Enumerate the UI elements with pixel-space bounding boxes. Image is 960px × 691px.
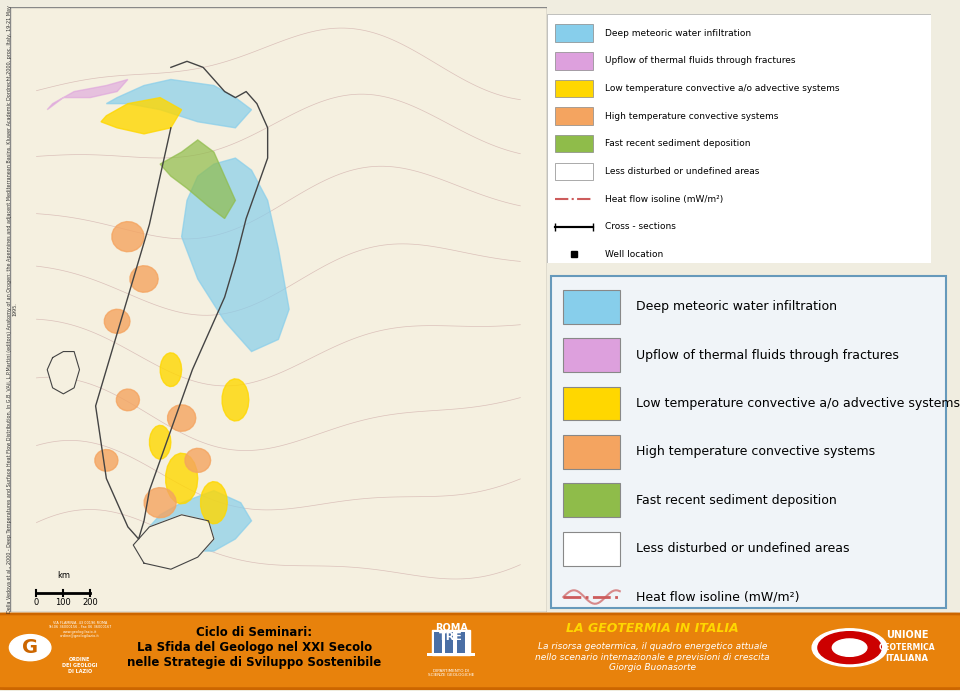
Polygon shape <box>168 405 196 431</box>
FancyBboxPatch shape <box>0 614 960 689</box>
Text: Upflow of thermal fluids through fractures: Upflow of thermal fluids through fractur… <box>605 56 795 66</box>
Text: Low temperature convective a/o advective systems: Low temperature convective a/o advective… <box>636 397 960 410</box>
FancyBboxPatch shape <box>551 276 947 608</box>
Text: Less disturbed or undefined areas: Less disturbed or undefined areas <box>605 167 759 176</box>
Circle shape <box>10 634 51 661</box>
Text: DIPARTIMENTO DI
SCIENZE GEOLOGICHE: DIPARTIMENTO DI SCIENZE GEOLOGICHE <box>428 669 474 677</box>
Text: VIA FLAMINIA, 43 00196 ROMA
Tel.06 36000156 - Fax 06 36000167
www.geologilazio.i: VIA FLAMINIA, 43 00196 ROMA Tel.06 36000… <box>48 621 111 638</box>
Polygon shape <box>107 79 252 128</box>
Polygon shape <box>101 97 181 134</box>
Polygon shape <box>150 426 171 459</box>
Text: Upflow of thermal fluids through fractures: Upflow of thermal fluids through fractur… <box>636 349 899 361</box>
Text: Less disturbed or undefined areas: Less disturbed or undefined areas <box>636 542 850 555</box>
Bar <box>564 290 620 323</box>
Bar <box>564 435 620 468</box>
Text: Fast recent sediment deposition: Fast recent sediment deposition <box>636 494 837 507</box>
Polygon shape <box>112 222 144 252</box>
Bar <box>457 632 465 653</box>
Bar <box>555 52 593 70</box>
Text: High temperature convective systems: High temperature convective systems <box>605 111 779 121</box>
Polygon shape <box>181 158 289 352</box>
Polygon shape <box>133 515 214 569</box>
Text: G: G <box>22 638 38 657</box>
Bar <box>427 654 475 656</box>
Text: Low temperature convective a/o advective systems: Low temperature convective a/o advective… <box>605 84 839 93</box>
Bar <box>564 387 620 420</box>
Polygon shape <box>150 491 252 551</box>
Polygon shape <box>185 448 210 473</box>
Bar <box>555 135 593 153</box>
Polygon shape <box>105 310 130 333</box>
Text: Heat flow isoline (mW/m²): Heat flow isoline (mW/m²) <box>636 591 800 603</box>
Text: ORDINE
DEI GEOLOGI
DI LAZIO: ORDINE DEI GEOLOGI DI LAZIO <box>62 657 97 674</box>
Text: Deep meteoric water infiltration: Deep meteoric water infiltration <box>636 301 837 313</box>
FancyBboxPatch shape <box>10 7 547 612</box>
Text: Ciclo di Seminari:
La Sfida del Geologo nel XXI Secolo
nelle Strategie di Svilup: Ciclo di Seminari: La Sfida del Geologo … <box>128 626 381 669</box>
Text: GEOTERMICA: GEOTERMICA <box>879 643 935 652</box>
Polygon shape <box>166 453 198 504</box>
Text: High temperature convective systems: High temperature convective systems <box>636 446 875 458</box>
Polygon shape <box>47 79 128 110</box>
Text: Heat flow isoline (mW/m²): Heat flow isoline (mW/m²) <box>605 194 723 204</box>
Polygon shape <box>95 450 118 471</box>
Text: 100: 100 <box>56 598 71 607</box>
Bar <box>434 632 442 653</box>
Text: 0: 0 <box>34 598 39 607</box>
Text: Cross - sections: Cross - sections <box>605 222 676 231</box>
Polygon shape <box>47 352 80 394</box>
Text: km: km <box>57 571 70 580</box>
Bar <box>564 532 620 565</box>
Bar <box>555 107 593 125</box>
Text: Della Vedova et al., 2000 - Deep Temperatures and Surface Heat Flow Distribution: Della Vedova et al., 2000 - Deep Tempera… <box>7 6 17 613</box>
Text: LA GEOTERMIA IN ITALIA: LA GEOTERMIA IN ITALIA <box>566 621 739 634</box>
Text: La risorsa geotermica, il quadro energetico attuale
nello scenario internazional: La risorsa geotermica, il quadro energet… <box>536 642 770 672</box>
Bar <box>555 162 593 180</box>
Bar <box>555 79 593 97</box>
Polygon shape <box>116 389 139 410</box>
Text: ROMA: ROMA <box>435 623 468 633</box>
Bar <box>564 484 620 517</box>
Text: ITALIANA: ITALIANA <box>886 654 928 663</box>
Circle shape <box>832 639 867 656</box>
Text: Fast recent sediment deposition: Fast recent sediment deposition <box>605 139 751 149</box>
Polygon shape <box>201 482 228 524</box>
Text: Deep meteoric water infiltration: Deep meteoric water infiltration <box>605 28 751 38</box>
Polygon shape <box>130 266 158 292</box>
Polygon shape <box>160 140 235 218</box>
Text: UNIONE: UNIONE <box>886 630 928 641</box>
Bar <box>555 24 593 42</box>
Polygon shape <box>222 379 249 421</box>
Polygon shape <box>160 353 181 386</box>
Bar <box>432 630 470 655</box>
Text: Well location: Well location <box>605 249 663 259</box>
Text: TRE: TRE <box>440 632 463 642</box>
Text: 200: 200 <box>83 598 98 607</box>
Circle shape <box>818 632 881 663</box>
Circle shape <box>812 629 887 667</box>
Bar <box>564 339 620 372</box>
Bar <box>445 632 453 653</box>
Polygon shape <box>144 488 177 518</box>
